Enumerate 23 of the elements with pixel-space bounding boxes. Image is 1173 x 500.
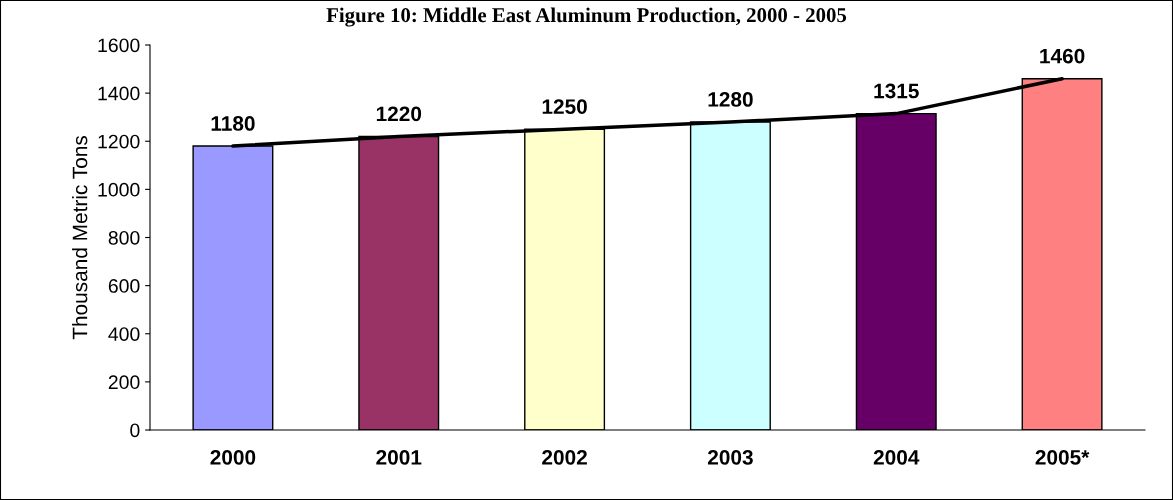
x-tick-label: 2003: [707, 449, 753, 465]
y-tick-label: 1400: [98, 86, 140, 101]
x-tick-label: 2005*: [1035, 449, 1090, 465]
x-tick-label: 2000: [210, 449, 256, 465]
data-label: 1315: [874, 83, 919, 99]
y-tick-label: 0: [130, 423, 140, 438]
data-label: 1460: [1040, 48, 1085, 64]
y-axis-title: Thousand Metric Tons: [72, 135, 88, 340]
data-label: 1280: [708, 92, 753, 107]
y-tick-label: 800: [108, 230, 140, 245]
y-tick-label: 1200: [98, 134, 140, 149]
y-tick-label: 1600: [98, 38, 140, 53]
y-tick-label: 200: [108, 375, 140, 390]
data-label: 1250: [542, 99, 587, 114]
x-tick-label: 2001: [376, 449, 422, 465]
x-tick-label: 2002: [542, 449, 587, 465]
data-label: 1220: [376, 106, 422, 122]
y-tick-label: 400: [108, 327, 140, 341]
y-tick-label: 1000: [98, 182, 140, 197]
chart-title: Figure 10: Middle East Aluminum Production, 2000 - 2005: [326, 7, 847, 27]
y-tick-label: 600: [108, 279, 140, 293]
x-tick-label: 2004: [873, 449, 920, 465]
data-label: 1180: [211, 116, 255, 131]
